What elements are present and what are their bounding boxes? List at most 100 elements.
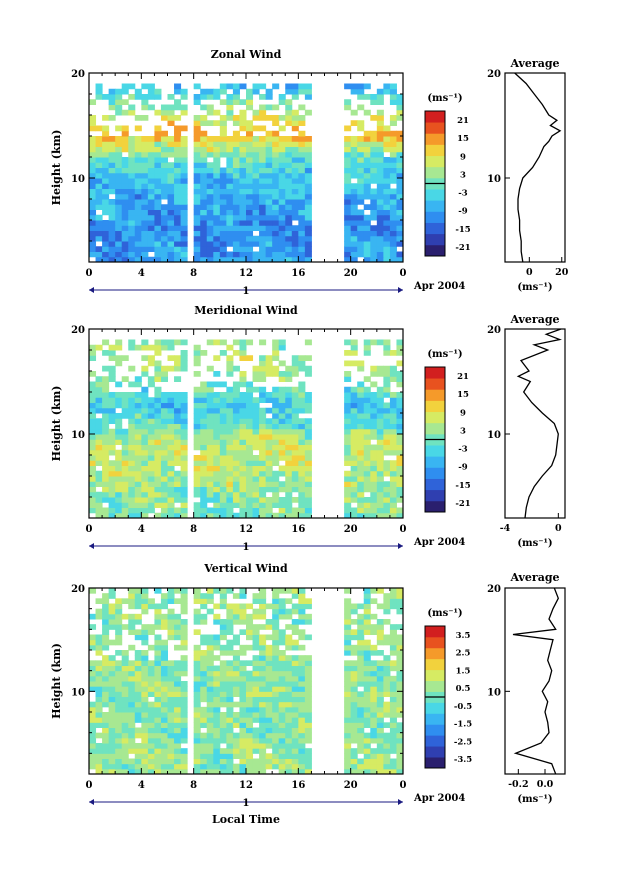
heatmap-cell <box>304 235 312 242</box>
heatmap-cell <box>285 701 293 708</box>
heatmap-cell <box>115 125 123 132</box>
heatmap-cell <box>265 246 273 252</box>
heatmap-cell <box>259 753 267 759</box>
heatmap-cell <box>147 748 155 754</box>
heatmap-cell <box>160 712 168 718</box>
heatmap-cell <box>239 460 247 466</box>
heatmap-cell <box>108 717 116 723</box>
heatmap-cell <box>298 120 306 126</box>
heatmap-cell <box>259 758 267 765</box>
heatmap-cell <box>278 339 286 346</box>
heatmap-cell <box>265 691 273 697</box>
heatmap-cell <box>95 407 103 414</box>
heatmap-cell <box>115 162 123 168</box>
heatmap-cell <box>219 214 227 221</box>
heatmap-cell <box>180 753 188 759</box>
heatmap-cell <box>213 665 221 672</box>
heatmap-cell <box>259 491 267 498</box>
heatmap-cell <box>232 220 240 226</box>
heatmap-cell <box>213 481 221 487</box>
heatmap-cell <box>357 696 365 703</box>
heatmap-cell <box>232 434 240 440</box>
heatmap-cell <box>304 439 312 445</box>
heatmap-cell <box>154 732 162 739</box>
heatmap-cell <box>154 449 162 456</box>
colorbar-swatch <box>425 367 445 379</box>
heatmap-cell <box>213 407 221 414</box>
heatmap-cell <box>344 188 352 195</box>
heatmap-cell <box>141 172 149 179</box>
heatmap-cell <box>193 758 201 765</box>
heatmap-cell <box>206 162 214 168</box>
heatmap-cell <box>357 644 365 651</box>
heatmap-cell <box>200 660 208 666</box>
heatmap-cell <box>298 675 306 682</box>
heatmap-cell <box>396 758 404 765</box>
heatmap-cell <box>154 199 162 205</box>
heatmap-cell <box>272 743 280 749</box>
heatmap-cell <box>278 655 286 661</box>
heatmap-cell <box>134 619 142 625</box>
heatmap-cell <box>285 675 293 682</box>
heatmap-cell <box>219 681 227 687</box>
heatmap-cell <box>344 634 352 641</box>
heatmap-cell <box>154 235 162 242</box>
x-tick-label: 16 <box>291 268 305 279</box>
heatmap-cell <box>108 350 116 356</box>
heatmap-cell <box>232 512 240 519</box>
heatmap-cell <box>154 204 162 210</box>
heatmap-cell <box>298 763 306 770</box>
heatmap-cell <box>278 204 286 210</box>
heatmap-cell <box>174 491 182 498</box>
heatmap-cell <box>376 681 384 687</box>
heatmap-cell <box>370 167 378 174</box>
heatmap-cell <box>265 392 273 398</box>
heatmap-cell <box>154 619 162 625</box>
heatmap-cell <box>200 381 208 388</box>
heatmap-cell <box>278 507 286 514</box>
heatmap-cell <box>285 507 293 514</box>
heatmap-cell <box>200 434 208 440</box>
heatmap-cell <box>115 650 123 656</box>
heatmap-cell <box>193 225 201 231</box>
heatmap-cell <box>383 639 391 646</box>
heatmap-cell <box>167 691 175 697</box>
heatmap-cell <box>206 392 214 398</box>
heatmap-cell <box>128 183 136 189</box>
heatmap-cell <box>206 365 214 372</box>
heatmap-cell <box>363 512 371 519</box>
heatmap-cell <box>121 241 129 247</box>
heatmap-cell <box>134 470 142 477</box>
heatmap-cell <box>291 230 299 237</box>
heatmap-cell <box>291 178 299 184</box>
heatmap-cell <box>285 681 293 687</box>
heatmap-cell <box>174 125 182 132</box>
heatmap-cell <box>357 455 365 461</box>
heatmap-cell <box>102 157 110 163</box>
heatmap-cell <box>219 199 227 205</box>
heatmap-cell <box>298 183 306 189</box>
heatmap-cell <box>357 214 365 221</box>
heatmap-cell <box>291 141 299 147</box>
heatmap-cell <box>193 413 201 419</box>
heatmap-cell <box>206 763 214 770</box>
heatmap-cell <box>285 225 293 231</box>
heatmap-cell <box>344 502 352 508</box>
heatmap-cell <box>89 639 97 646</box>
heatmap-cell <box>246 418 254 424</box>
heatmap-cell <box>174 681 182 687</box>
heatmap-cell <box>121 193 129 200</box>
heatmap-cell <box>344 691 352 697</box>
heatmap-cell <box>121 768 129 775</box>
heatmap-cell <box>239 204 247 210</box>
heatmap-cell <box>95 381 103 388</box>
heatmap-cell <box>285 178 293 184</box>
heatmap-cell <box>350 512 358 519</box>
heatmap-cell <box>389 371 397 377</box>
heatmap-cell <box>272 136 280 142</box>
x-tick-label: 0 <box>86 524 93 535</box>
heatmap-cell <box>180 512 188 519</box>
heatmap-cell <box>167 146 175 153</box>
heatmap-cell <box>102 660 110 666</box>
heatmap-cell <box>134 675 142 682</box>
